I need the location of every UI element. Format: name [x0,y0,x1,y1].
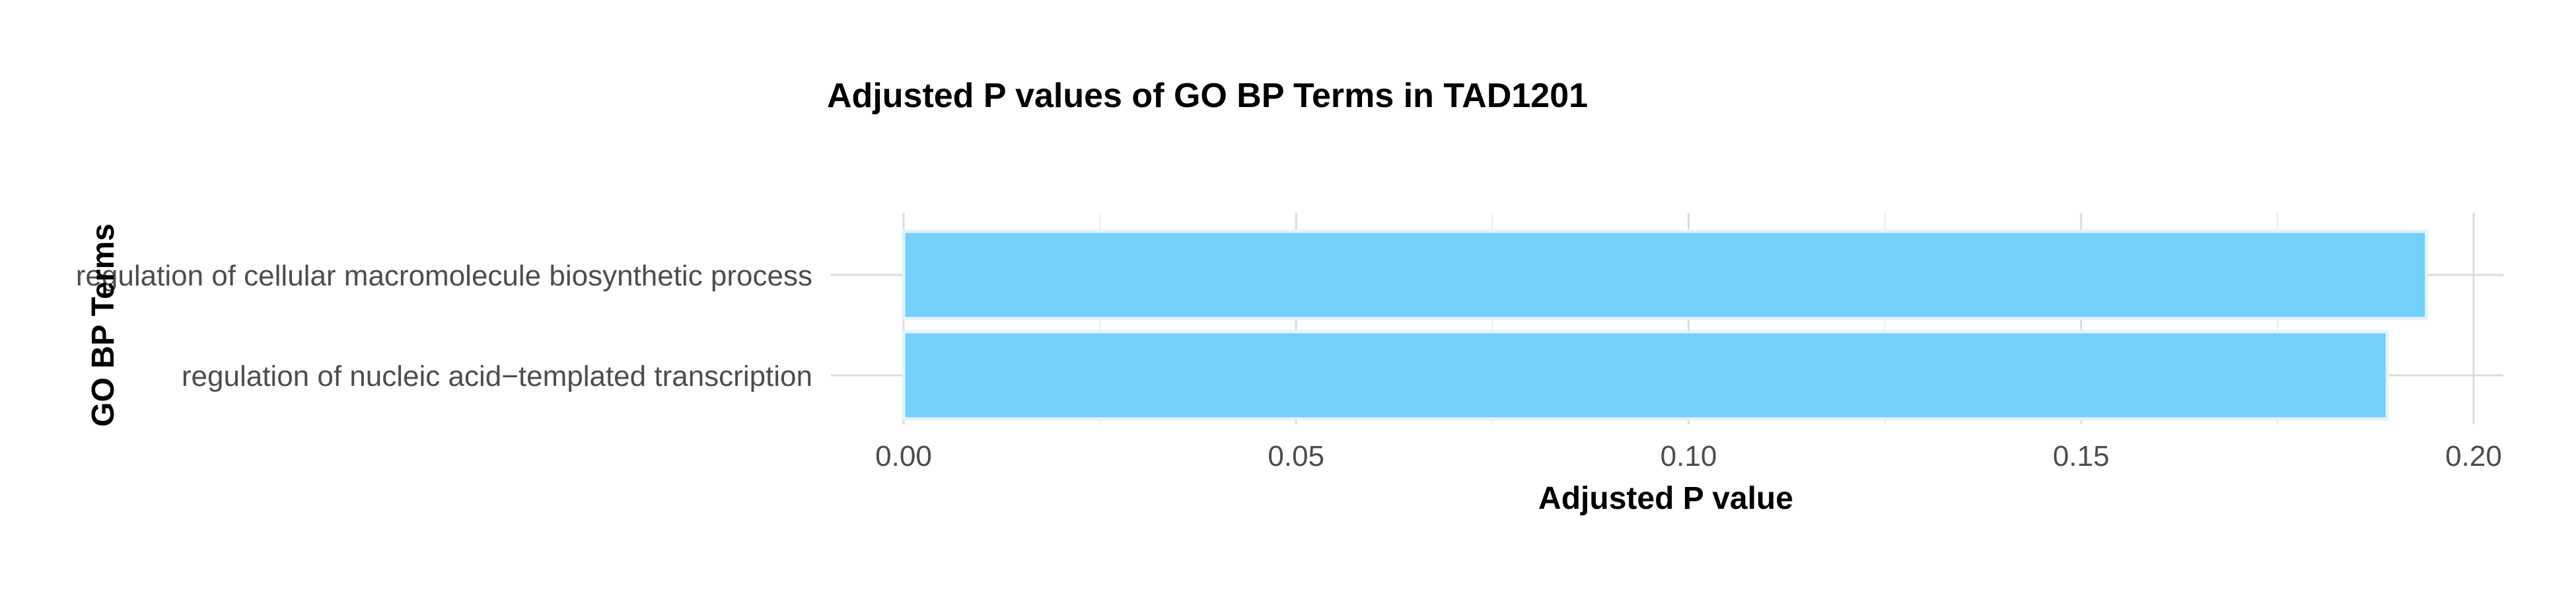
bars [902,229,2429,421]
x-tick-label: 0.15 [2053,440,2110,472]
x-tick-label: 0.10 [1661,440,1717,472]
tick-labels: regulation of cellular macromolecule bio… [76,260,2502,472]
y-axis-title: GO BP Terms [86,223,121,427]
x-tick-label: 0.00 [875,440,932,472]
bar [902,229,2429,320]
y-tick-label: regulation of nucleic acid−templated tra… [182,360,812,392]
x-tick-label: 0.05 [1268,440,1324,472]
y-tick-label: regulation of cellular macromolecule bio… [76,260,812,292]
x-axis-title: Adjusted P value [1538,481,1793,516]
x-tick-label: 0.20 [2445,440,2502,472]
chart-title: Adjusted P values of GO BP Terms in TAD1… [827,77,1588,115]
bar [902,330,2389,421]
